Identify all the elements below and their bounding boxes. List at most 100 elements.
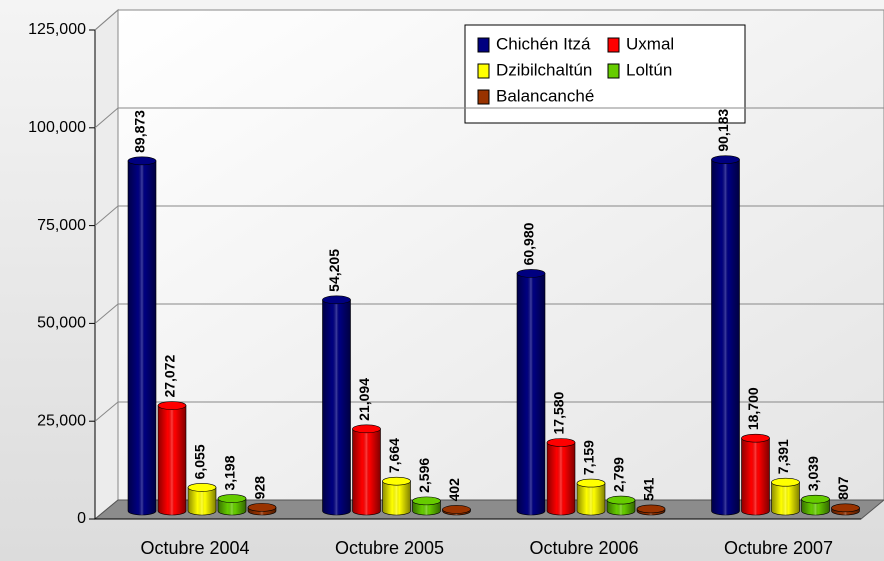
grid-line: [94, 9, 119, 31]
bar: [741, 433, 770, 516]
bar-top: [127, 156, 157, 166]
legend-swatch: [477, 37, 490, 53]
legend-swatch: [607, 37, 620, 53]
legend-label: Dzibilchaltún: [496, 60, 592, 79]
legend-label: Loltún: [626, 60, 672, 79]
x-tick-label: Octubre 2004: [140, 538, 249, 558]
bar-shade: [547, 442, 575, 515]
bar: [187, 483, 217, 516]
bar: [831, 503, 860, 516]
grid-line: [94, 401, 119, 422]
bar-shade: [577, 483, 605, 515]
bar: [576, 478, 606, 516]
grid-line: [94, 303, 119, 324]
value-label: 54,205: [326, 249, 342, 292]
bar: [801, 494, 830, 516]
value-label: 6,055: [192, 444, 208, 479]
bar-shade: [158, 405, 186, 515]
bar-top: [741, 433, 770, 443]
bar: [382, 476, 411, 516]
value-label: 60,980: [521, 222, 537, 265]
value-label: 541: [641, 477, 657, 501]
bar-top: [771, 477, 800, 487]
bar: [442, 505, 471, 516]
bar-shade: [771, 482, 800, 515]
value-label: 807: [835, 476, 851, 500]
legend-swatch: [607, 63, 620, 79]
bar-shade: [322, 299, 351, 515]
value-label: 402: [446, 478, 462, 502]
value-label: 928: [252, 476, 268, 500]
bar-top: [382, 476, 411, 486]
value-label: 21,094: [356, 378, 372, 421]
bar-shade: [128, 160, 156, 515]
legend: [464, 24, 746, 124]
bar-shade: [218, 498, 246, 515]
bar-shade: [741, 438, 770, 515]
bar-top: [831, 503, 860, 513]
y-tick-label: 100,000: [28, 119, 86, 136]
x-tick-label: Octubre 2005: [335, 538, 444, 558]
x-tick-label: Octubre 2006: [529, 538, 638, 558]
bar: [247, 503, 277, 516]
bar-top: [606, 495, 636, 505]
legend-label: Balancanché: [496, 86, 594, 105]
legend-label: Chichén Itzá: [496, 34, 591, 53]
bar-top: [412, 496, 441, 506]
value-label: 27,072: [162, 354, 178, 397]
bar: [636, 504, 666, 516]
bar-top: [187, 483, 217, 492]
bar-shade: [188, 487, 216, 515]
bar: [516, 269, 546, 516]
bar: [711, 155, 740, 516]
legend-label: Uxmal: [626, 34, 674, 53]
bar-top: [442, 505, 471, 514]
y-tick-label: 25,000: [37, 412, 86, 429]
bar-top: [217, 494, 247, 503]
bar-top: [801, 494, 830, 504]
bar-top: [516, 269, 546, 278]
value-label: 17,580: [551, 391, 567, 434]
bar: [546, 438, 576, 516]
y-tick-label: 75,000: [37, 217, 86, 234]
value-label: 89,873: [132, 110, 148, 153]
value-label: 90,183: [715, 109, 731, 152]
value-label: 2,799: [611, 457, 627, 492]
value-label: 18,700: [745, 387, 761, 430]
value-label: 7,391: [775, 439, 791, 474]
value-label: 3,198: [222, 455, 238, 490]
bar-top: [546, 438, 576, 447]
bar-top: [636, 504, 666, 514]
y-tick-label: 50,000: [37, 315, 86, 332]
x-tick-label: Octubre 2007: [724, 538, 833, 558]
bar-top: [322, 295, 351, 305]
bar-shade: [517, 273, 545, 515]
bar: [322, 295, 351, 516]
bar-shade: [711, 159, 740, 515]
value-label: 2,596: [416, 458, 432, 493]
legend-swatch: [477, 89, 490, 105]
side-wall: [94, 8, 119, 521]
grid-line: [94, 205, 119, 226]
bar-shade: [352, 428, 381, 515]
bar-shade: [382, 481, 411, 515]
value-label: 3,039: [805, 456, 821, 491]
bar: [127, 156, 157, 516]
bar-top: [247, 503, 277, 512]
y-tick-label: 0: [77, 510, 86, 527]
bar-top: [352, 424, 381, 434]
bar: [606, 495, 636, 516]
bar-shade: [801, 499, 830, 515]
bar: [217, 494, 247, 516]
bar: [771, 477, 800, 516]
grid-line: [94, 107, 119, 129]
legend-swatch: [477, 63, 490, 79]
bar-top: [576, 478, 606, 488]
bar: [412, 496, 441, 516]
value-label: 7,664: [386, 438, 402, 473]
bar-top: [711, 155, 740, 164]
value-label: 7,159: [581, 440, 597, 475]
bar: [352, 424, 381, 516]
bar: [157, 401, 187, 516]
